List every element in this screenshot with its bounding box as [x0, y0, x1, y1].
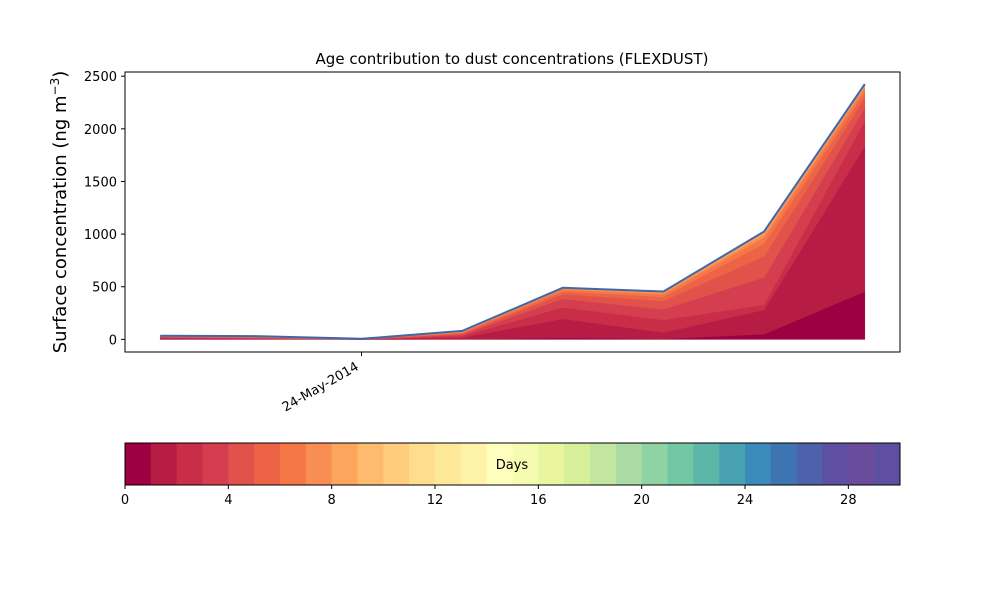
colorbar-tick-label-0: 0 — [121, 493, 129, 508]
colorbar-band-20 — [641, 443, 668, 485]
y-axis-label: Surface concentration (ng m−3) — [48, 71, 71, 354]
colorbar-band-5 — [254, 443, 281, 485]
colorbar-band-8 — [331, 443, 358, 485]
plot-frame — [124, 71, 901, 353]
colorbar-band-26 — [796, 443, 823, 485]
y-axis: 0 500 1000 1500 2000 2500 — [84, 70, 125, 348]
x-axis: 24-May-2014 — [280, 352, 363, 415]
colorbar-tick-label-4: 4 — [224, 493, 232, 508]
colorbar-band-21 — [667, 443, 694, 485]
y-axis-label-close: ) — [50, 71, 71, 78]
plot-areas — [159, 83, 866, 340]
y-tick-label-0: 0 — [109, 333, 117, 348]
colorbar-band-23 — [719, 443, 746, 485]
colorbar-tick-label-24: 24 — [737, 493, 754, 508]
colorbar-band-2 — [176, 443, 203, 485]
x-tick-label-0: 24-May-2014 — [280, 359, 362, 415]
colorbar-band-25 — [770, 443, 797, 485]
colorbar-frame — [124, 442, 901, 486]
colorbar-band-14 — [486, 443, 513, 485]
colorbar-tick-label-12: 12 — [427, 493, 444, 508]
y-tick-label-2500: 2500 — [84, 70, 117, 85]
area-layer-3 — [159, 120, 866, 340]
colorbar-tick-label-20: 20 — [633, 493, 650, 508]
y-tick-label-1000: 1000 — [84, 228, 117, 243]
colorbar-band-10 — [383, 443, 410, 485]
colorbar-band-1 — [150, 443, 177, 485]
colorbar-tick-label-16: 16 — [530, 493, 547, 508]
colorbar-band-28 — [848, 443, 875, 485]
colorbar-band-3 — [202, 443, 229, 485]
colorbar-label: Days — [496, 458, 529, 473]
colorbar-band-15 — [512, 443, 539, 485]
colorbar-band-19 — [615, 443, 642, 485]
colorbar-band-17 — [564, 443, 591, 485]
colorbar-band-4 — [228, 443, 255, 485]
colorbar-band-9 — [357, 443, 384, 485]
colorbar-band-24 — [745, 443, 772, 485]
total-outline — [160, 83, 866, 340]
area-layer-4 — [159, 107, 866, 340]
colorbar-band-27 — [822, 443, 849, 485]
y-tick-label-500: 500 — [92, 281, 117, 296]
y-axis-label-main: Surface concentration (ng m — [50, 95, 71, 353]
colorbar: Days 0 4 8 12 16 20 24 28 — [121, 442, 901, 508]
colorbar-band-11 — [409, 443, 436, 485]
colorbar-band-18 — [590, 443, 617, 485]
y-axis-label-sup: −3 — [48, 78, 62, 96]
colorbar-band-12 — [435, 443, 462, 485]
colorbar-band-22 — [693, 443, 720, 485]
colorbar-band-6 — [280, 443, 307, 485]
y-tick-label-2000: 2000 — [84, 123, 117, 138]
colorbar-band-7 — [305, 443, 332, 485]
colorbar-band-13 — [460, 443, 487, 485]
y-tick-label-1500: 1500 — [84, 175, 117, 190]
colorbar-band-16 — [538, 443, 565, 485]
colorbar-band-0 — [125, 443, 152, 485]
colorbar-ticks: 0 4 8 12 16 20 24 28 — [121, 485, 857, 508]
colorbar-tick-label-8: 8 — [328, 493, 336, 508]
colorbar-band-29 — [874, 443, 901, 485]
chart-title: Age contribution to dust concentrations … — [316, 50, 709, 68]
colorbar-tick-label-28: 28 — [840, 493, 857, 508]
colorbar-bands — [125, 443, 901, 485]
